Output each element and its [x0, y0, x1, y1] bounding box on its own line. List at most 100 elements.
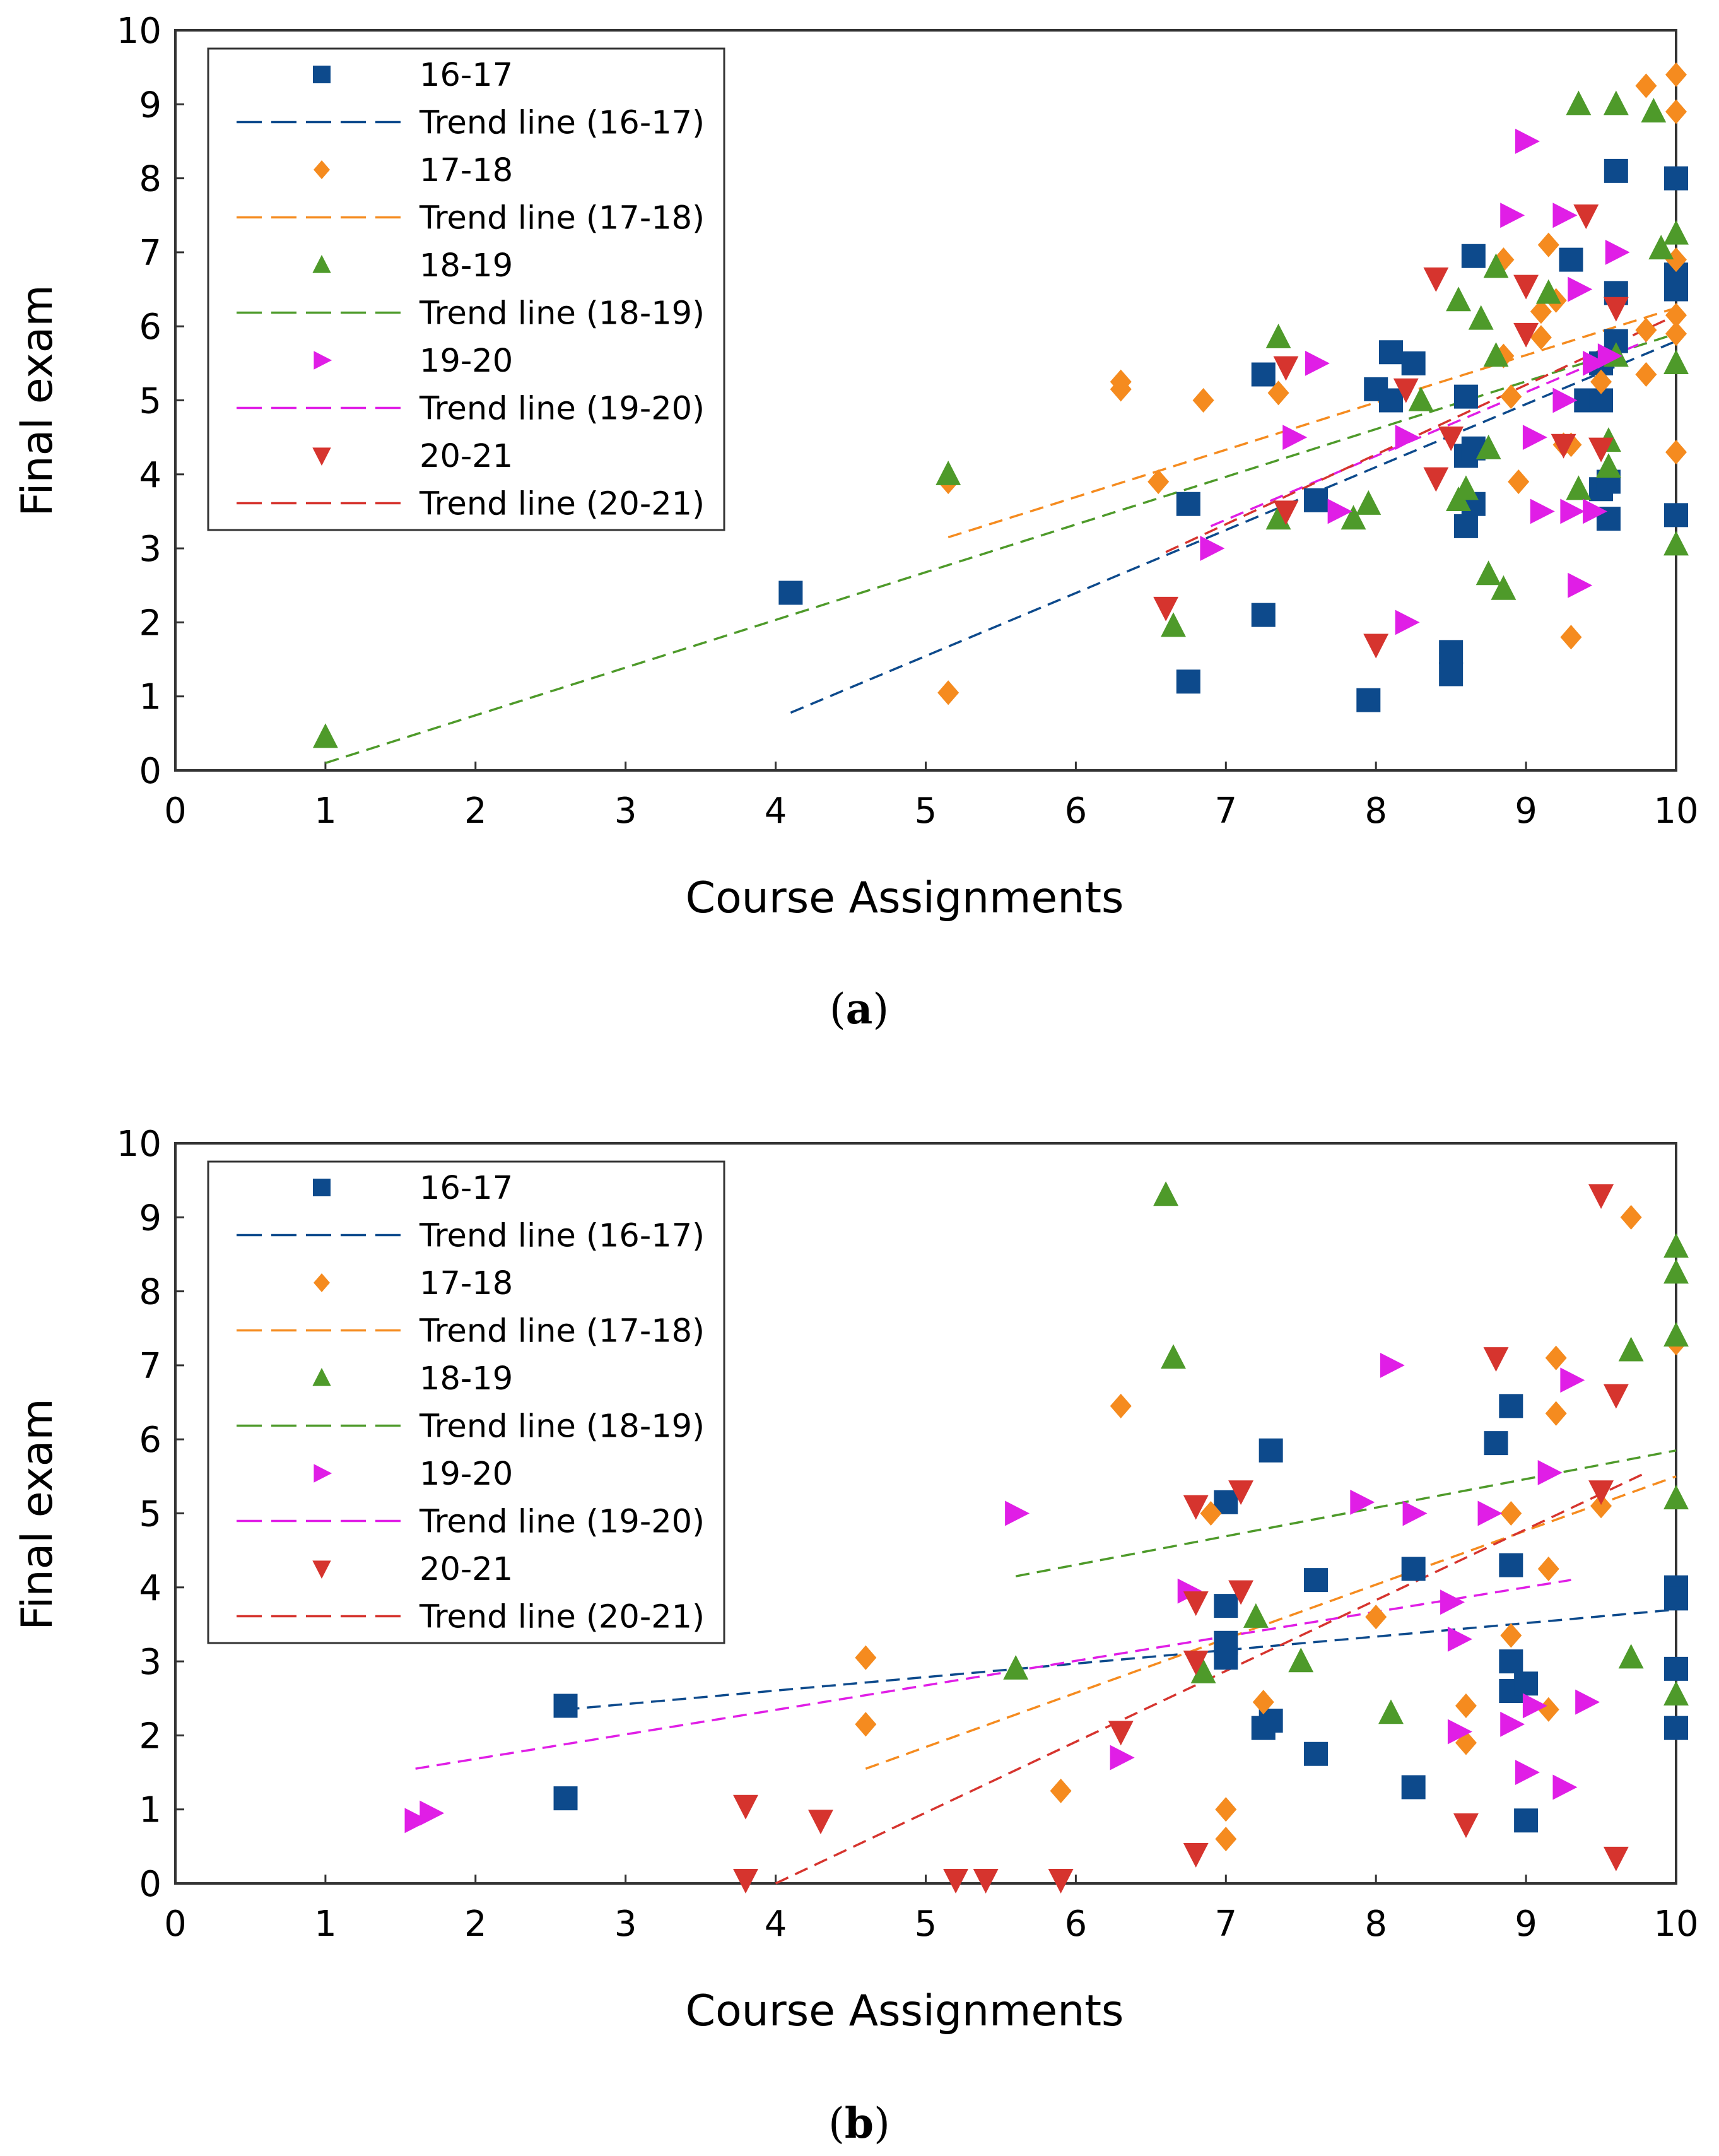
legend: 16-17 Trend line (16-17) 17-18 Trend line (…: [207, 1160, 725, 1644]
data-point-16-17: [1439, 662, 1464, 686]
data-point-20-21: [973, 1869, 999, 1894]
data-point-16-17: [1664, 1716, 1688, 1740]
data-point-18-19: [1265, 323, 1291, 348]
x-tick-label: 10: [1653, 791, 1698, 832]
data-point-16-17: [553, 1694, 578, 1718]
y-tick-label: 8: [139, 1272, 161, 1313]
y-tick-label: 8: [139, 159, 161, 200]
data-point-17-18: [1537, 232, 1559, 257]
data-point-20-21: [1423, 467, 1449, 492]
data-point-16-17: [1378, 388, 1403, 413]
data-point-16-17: [553, 1786, 578, 1811]
data-point-17-18: [1665, 62, 1687, 87]
data-point-17-18: [1267, 380, 1289, 406]
panel-b: 0 1 2 3 4 5 6 7 8 9 10 0 1 2 3 4 5 6 7 8 9 10 Course Assignme…: [13, 1124, 1699, 2148]
legend-label: Trend line (20-21): [419, 486, 705, 523]
data-point-20-21: [1603, 297, 1629, 322]
data-point-17-18: [1530, 325, 1552, 350]
data-point-16-17: [1304, 1741, 1329, 1766]
data-point-20-21: [733, 1869, 758, 1894]
data-point-19-20: [1583, 498, 1608, 524]
trend-line-18-19: [1015, 1449, 1677, 1577]
data-point-18-19: [1378, 1699, 1404, 1724]
data-point-18-19: [1595, 453, 1621, 478]
data-point-17-18: [855, 1645, 877, 1670]
x-axis-label: Course Assignments: [686, 873, 1124, 923]
data-point-17-18: [1620, 1205, 1642, 1230]
data-point-20-21: [1513, 322, 1539, 348]
data-point-17-18: [1500, 384, 1522, 409]
x-tick-label: 3: [614, 1904, 637, 1945]
y-tick-label: 4: [139, 1568, 161, 1609]
data-point-16-17: [1439, 640, 1464, 664]
data-point-16-17: [1453, 384, 1478, 409]
data-point-18-19: [1618, 1336, 1644, 1362]
data-point-16-17: [1378, 340, 1403, 365]
data-point-20-21: [1588, 1480, 1614, 1505]
y-tick-label: 6: [139, 1420, 161, 1461]
y-tick-label: 7: [139, 1346, 161, 1387]
legend-box: [207, 1160, 725, 1644]
data-point-17-18: [1493, 343, 1515, 368]
data-point-20-21: [1588, 1184, 1614, 1209]
y-tick-label: 1: [139, 677, 161, 718]
x-tick-label: 0: [164, 1904, 187, 1945]
y-tick-label: 9: [139, 1198, 161, 1239]
data-point-20-21: [1183, 1651, 1209, 1675]
x-tick-label: 2: [464, 1904, 487, 1945]
data-point-16-17: [1514, 1808, 1539, 1833]
x-tick-label: 2: [464, 791, 487, 832]
data-point-17-18: [1500, 1500, 1522, 1526]
trend-line-18-19: [325, 333, 1677, 764]
data-point-17-18: [1590, 369, 1612, 394]
data-point-16-17: [1401, 1557, 1426, 1581]
data-point-18-19: [1153, 1181, 1179, 1206]
x-tick-label: 6: [1065, 1904, 1088, 1945]
data-point-20-21: [1393, 378, 1419, 403]
data-point-19-20: [1515, 1760, 1540, 1785]
data-point-17-18: [855, 1712, 877, 1737]
x-tick-label: 7: [1214, 1904, 1237, 1945]
data-point-19-20: [1500, 203, 1525, 228]
data-point-19-20: [1282, 425, 1308, 451]
legend-label: Trend line (18-19): [419, 295, 705, 333]
y-tick-label: 2: [139, 1716, 161, 1757]
legend-label: 19-20: [419, 1456, 513, 1493]
data-point-16-17: [1664, 1656, 1688, 1681]
data-point-16-17: [1304, 488, 1329, 512]
x-tick-label: 9: [1515, 791, 1537, 832]
legend-marker-20-21: [312, 447, 331, 466]
data-point-17-18: [1635, 317, 1657, 343]
panel-caption: (b): [828, 2099, 890, 2148]
data-point-16-17: [1664, 503, 1688, 527]
y-tick-label: 4: [139, 455, 161, 496]
data-point-19-20: [1575, 1689, 1600, 1715]
data-point-19-20: [1568, 572, 1593, 598]
data-point-19-20: [1515, 129, 1540, 154]
data-point-19-20: [1395, 610, 1420, 635]
data-point-18-19: [1641, 98, 1667, 123]
data-point-18-19: [1161, 1344, 1186, 1369]
panel-caption-label: b: [845, 2099, 874, 2148]
data-point-18-19: [1491, 575, 1517, 600]
data-point-19-20: [1447, 1719, 1472, 1745]
y-tick-label: 5: [139, 1494, 161, 1535]
data-point-16-17: [1664, 166, 1688, 191]
data-point-18-19: [1483, 253, 1509, 278]
legend-label: 20-21: [419, 1551, 513, 1588]
data-point-16-17: [1604, 158, 1628, 183]
data-point-16-17: [1514, 1671, 1539, 1696]
y-tick-label: 10: [117, 11, 161, 52]
data-point-17-18: [1635, 73, 1657, 98]
data-point-18-19: [1663, 1322, 1689, 1347]
data-point-17-18: [1560, 432, 1582, 457]
data-point-19-20: [1560, 498, 1585, 524]
x-tick-label: 8: [1364, 1904, 1387, 1945]
trend-line-17-18: [865, 1475, 1677, 1770]
y-tick-label: 6: [139, 307, 161, 348]
legend-label: 19-20: [419, 343, 513, 380]
y-tick-label: 5: [139, 381, 161, 422]
data-point-19-20: [1200, 536, 1225, 562]
data-point-18-19: [1663, 1233, 1689, 1258]
